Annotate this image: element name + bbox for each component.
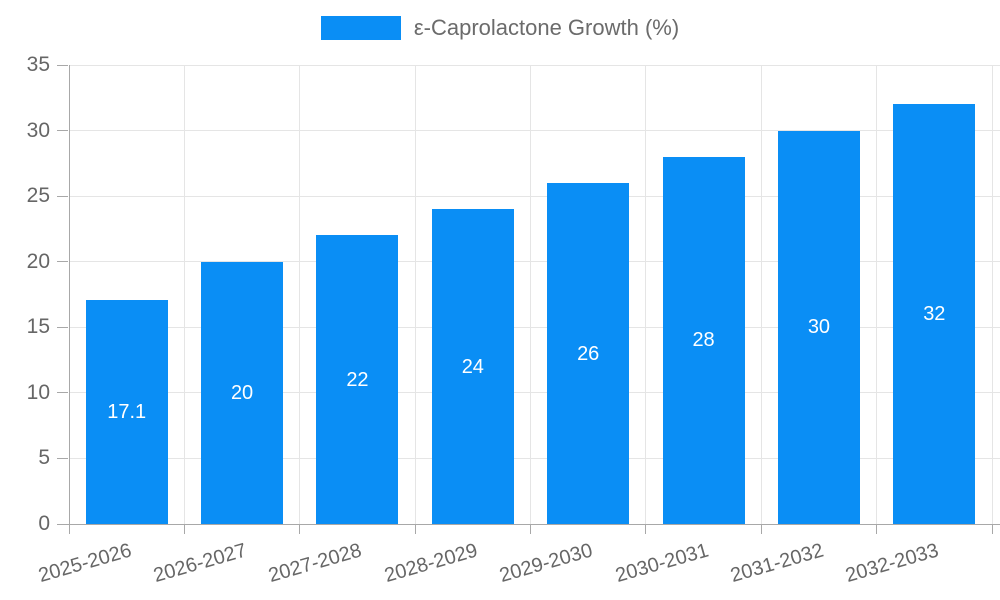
y-axis-tick bbox=[57, 130, 68, 132]
bar-value-label: 32 bbox=[923, 303, 946, 326]
h-gridline bbox=[69, 457, 1000, 459]
x-axis-tick bbox=[760, 524, 762, 534]
y-axis-tick bbox=[57, 457, 68, 459]
legend-swatch-icon bbox=[320, 16, 401, 40]
x-axis-tick bbox=[68, 524, 70, 534]
v-gridline bbox=[414, 65, 416, 524]
bar[interactable]: 22 bbox=[316, 235, 399, 524]
h-gridline bbox=[69, 130, 1000, 132]
bar-value-label: 17.1 bbox=[107, 400, 147, 423]
x-axis-tick bbox=[991, 524, 993, 534]
y-axis-tick bbox=[57, 64, 68, 66]
y-tick-label: 30 bbox=[26, 118, 50, 142]
v-gridline bbox=[876, 65, 878, 524]
v-gridline bbox=[760, 65, 762, 524]
v-gridline bbox=[299, 65, 301, 524]
bar-value-label: 30 bbox=[807, 316, 831, 339]
y-axis-tick bbox=[57, 392, 68, 394]
legend-item[interactable]: ε-Caprolactone Growth (%) bbox=[320, 15, 680, 40]
v-gridline bbox=[530, 65, 531, 524]
h-gridline bbox=[69, 261, 1000, 263]
bar-value-label: 20 bbox=[230, 381, 254, 404]
bar[interactable]: 32 bbox=[893, 104, 976, 524]
x-axis-tick bbox=[414, 524, 416, 534]
x-axis-tick bbox=[183, 524, 185, 534]
y-axis-tick bbox=[57, 195, 68, 197]
y-tick-label: 0 bbox=[38, 512, 50, 535]
y-tick-label: 20 bbox=[26, 249, 50, 273]
y-axis-tick bbox=[57, 261, 68, 263]
x-axis-line bbox=[57, 523, 1000, 525]
legend-label: ε-Caprolactone Growth (%) bbox=[413, 15, 680, 40]
h-gridline bbox=[69, 195, 1000, 197]
y-tick-label: 35 bbox=[26, 53, 50, 76]
v-gridline bbox=[645, 65, 647, 524]
x-axis-tick bbox=[876, 524, 878, 534]
y-axis-line bbox=[68, 65, 70, 524]
x-axis-tick bbox=[645, 524, 647, 534]
x-axis-tick bbox=[530, 524, 531, 534]
x-axis-tick bbox=[299, 524, 301, 534]
bar-value-label: 28 bbox=[692, 329, 715, 352]
bar[interactable]: 26 bbox=[547, 183, 630, 524]
bar[interactable]: 30 bbox=[777, 130, 860, 524]
bar[interactable]: 24 bbox=[431, 209, 514, 524]
y-axis-tick bbox=[57, 326, 68, 328]
v-gridline bbox=[991, 65, 993, 524]
y-tick-label: 15 bbox=[26, 315, 50, 339]
y-tick-label: 10 bbox=[26, 380, 50, 404]
bar[interactable]: 17.1 bbox=[85, 299, 168, 524]
y-tick-label: 5 bbox=[38, 446, 50, 470]
legend: ε-Caprolactone Growth (%) bbox=[0, 16, 1000, 40]
bar-value-label: 26 bbox=[577, 342, 600, 365]
bar-value-label: 24 bbox=[461, 355, 484, 378]
bar[interactable]: 20 bbox=[201, 261, 284, 524]
h-gridline bbox=[69, 64, 1000, 66]
bar-value-label: 22 bbox=[346, 368, 369, 391]
bar[interactable]: 28 bbox=[662, 156, 745, 524]
h-gridline bbox=[69, 326, 1000, 328]
v-gridline bbox=[183, 65, 185, 524]
y-tick-label: 25 bbox=[26, 184, 50, 208]
h-gridline bbox=[69, 392, 1000, 394]
